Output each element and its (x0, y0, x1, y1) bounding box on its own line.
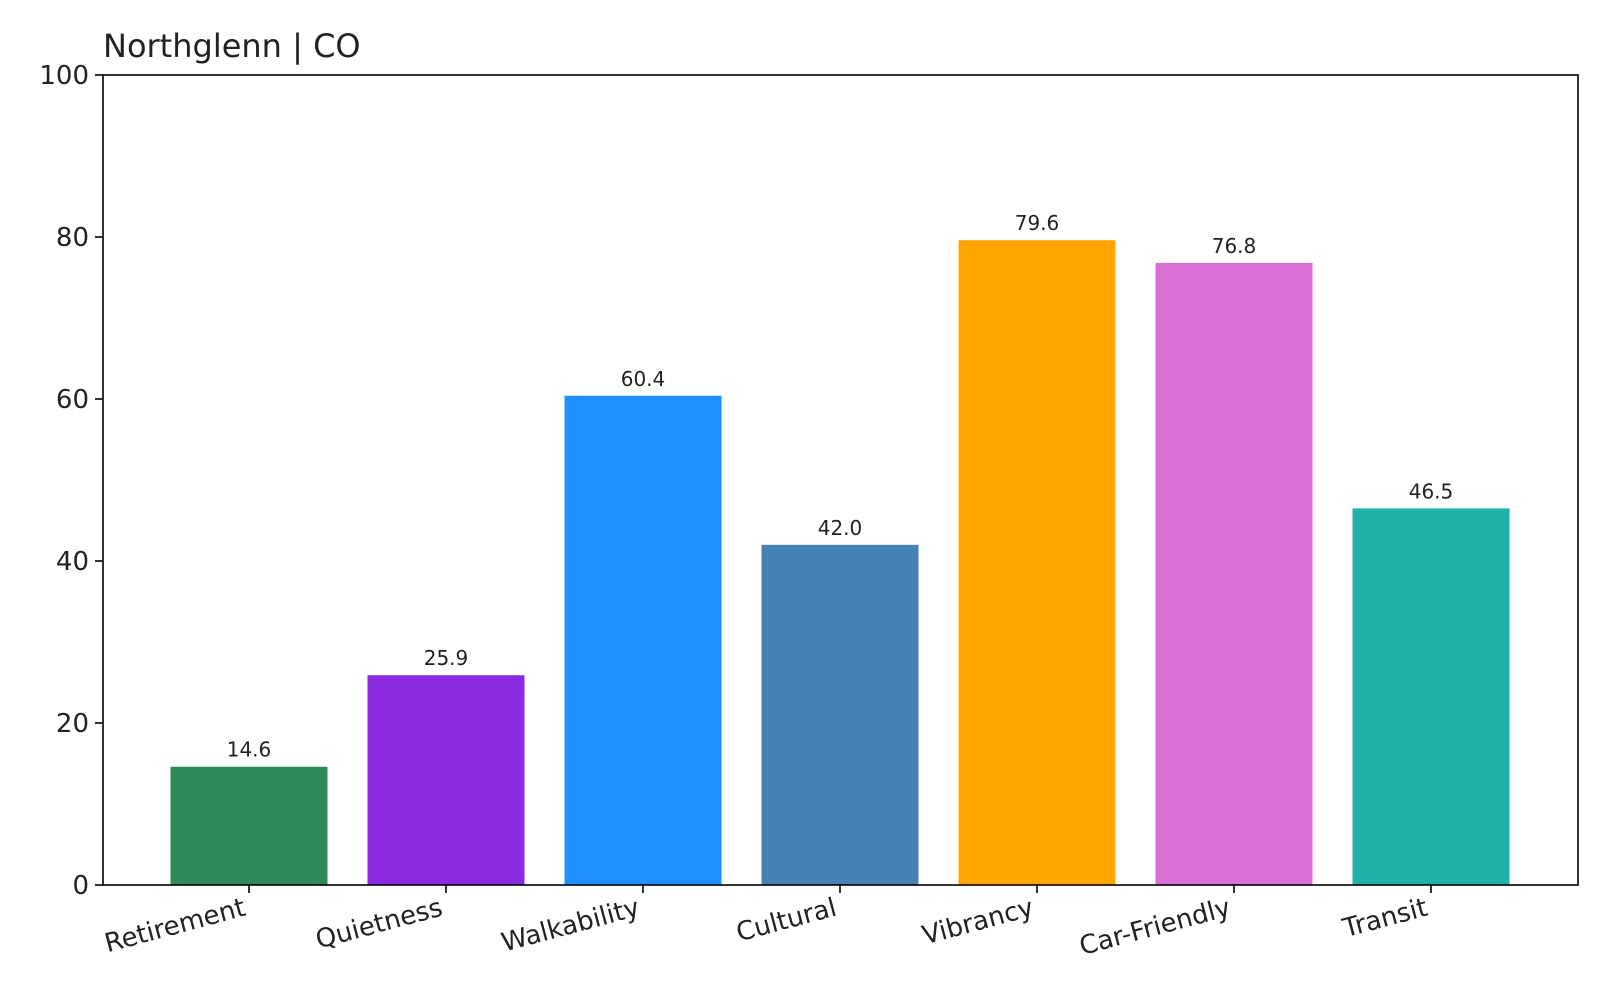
value-label: 14.6 (227, 738, 272, 762)
value-labels-group: 14.6 25.9 60.4 42.0 79.6 76.8 46.5 (227, 211, 1454, 762)
value-label: 76.8 (1212, 234, 1257, 258)
bar-vibrancy (958, 240, 1116, 886)
y-tick-label: 20 (56, 709, 89, 739)
y-tick-label: 40 (56, 547, 89, 577)
value-label: 60.4 (621, 367, 666, 391)
x-axis: Retirement Quietness Walkability Cultural Vi… (102, 885, 1432, 962)
x-tick-label: Vibrancy (919, 893, 1037, 951)
bar-transit (1352, 508, 1510, 885)
x-tick-label: Walkability (498, 893, 642, 959)
y-tick-label: 60 (56, 385, 89, 415)
y-tick-label: 80 (56, 223, 89, 253)
bars-group (170, 240, 1510, 886)
value-label: 46.5 (1409, 479, 1454, 503)
x-tick-label: Quietness (313, 893, 446, 956)
value-label: 79.6 (1015, 211, 1060, 235)
value-label: 25.9 (424, 646, 469, 670)
y-tick-label: 100 (39, 61, 89, 91)
y-axis: 0 20 40 60 80 100 (39, 61, 103, 901)
plot-frame (102, 74, 1579, 886)
value-label: 42.0 (818, 516, 863, 540)
x-tick-label: Car-Friendly (1076, 893, 1234, 962)
bar-retirement (170, 766, 328, 885)
bar-quietness (367, 675, 525, 885)
bar-walkability (564, 395, 722, 885)
x-tick-label: Cultural (733, 893, 840, 948)
bar-car-friendly (1155, 262, 1313, 885)
x-tick-label: Retirement (102, 893, 249, 959)
bar-cultural (761, 544, 919, 885)
y-tick-label: 0 (72, 871, 89, 901)
x-tick-label: Transit (1339, 893, 1431, 945)
chart-title: Northglenn | CO (103, 27, 361, 65)
